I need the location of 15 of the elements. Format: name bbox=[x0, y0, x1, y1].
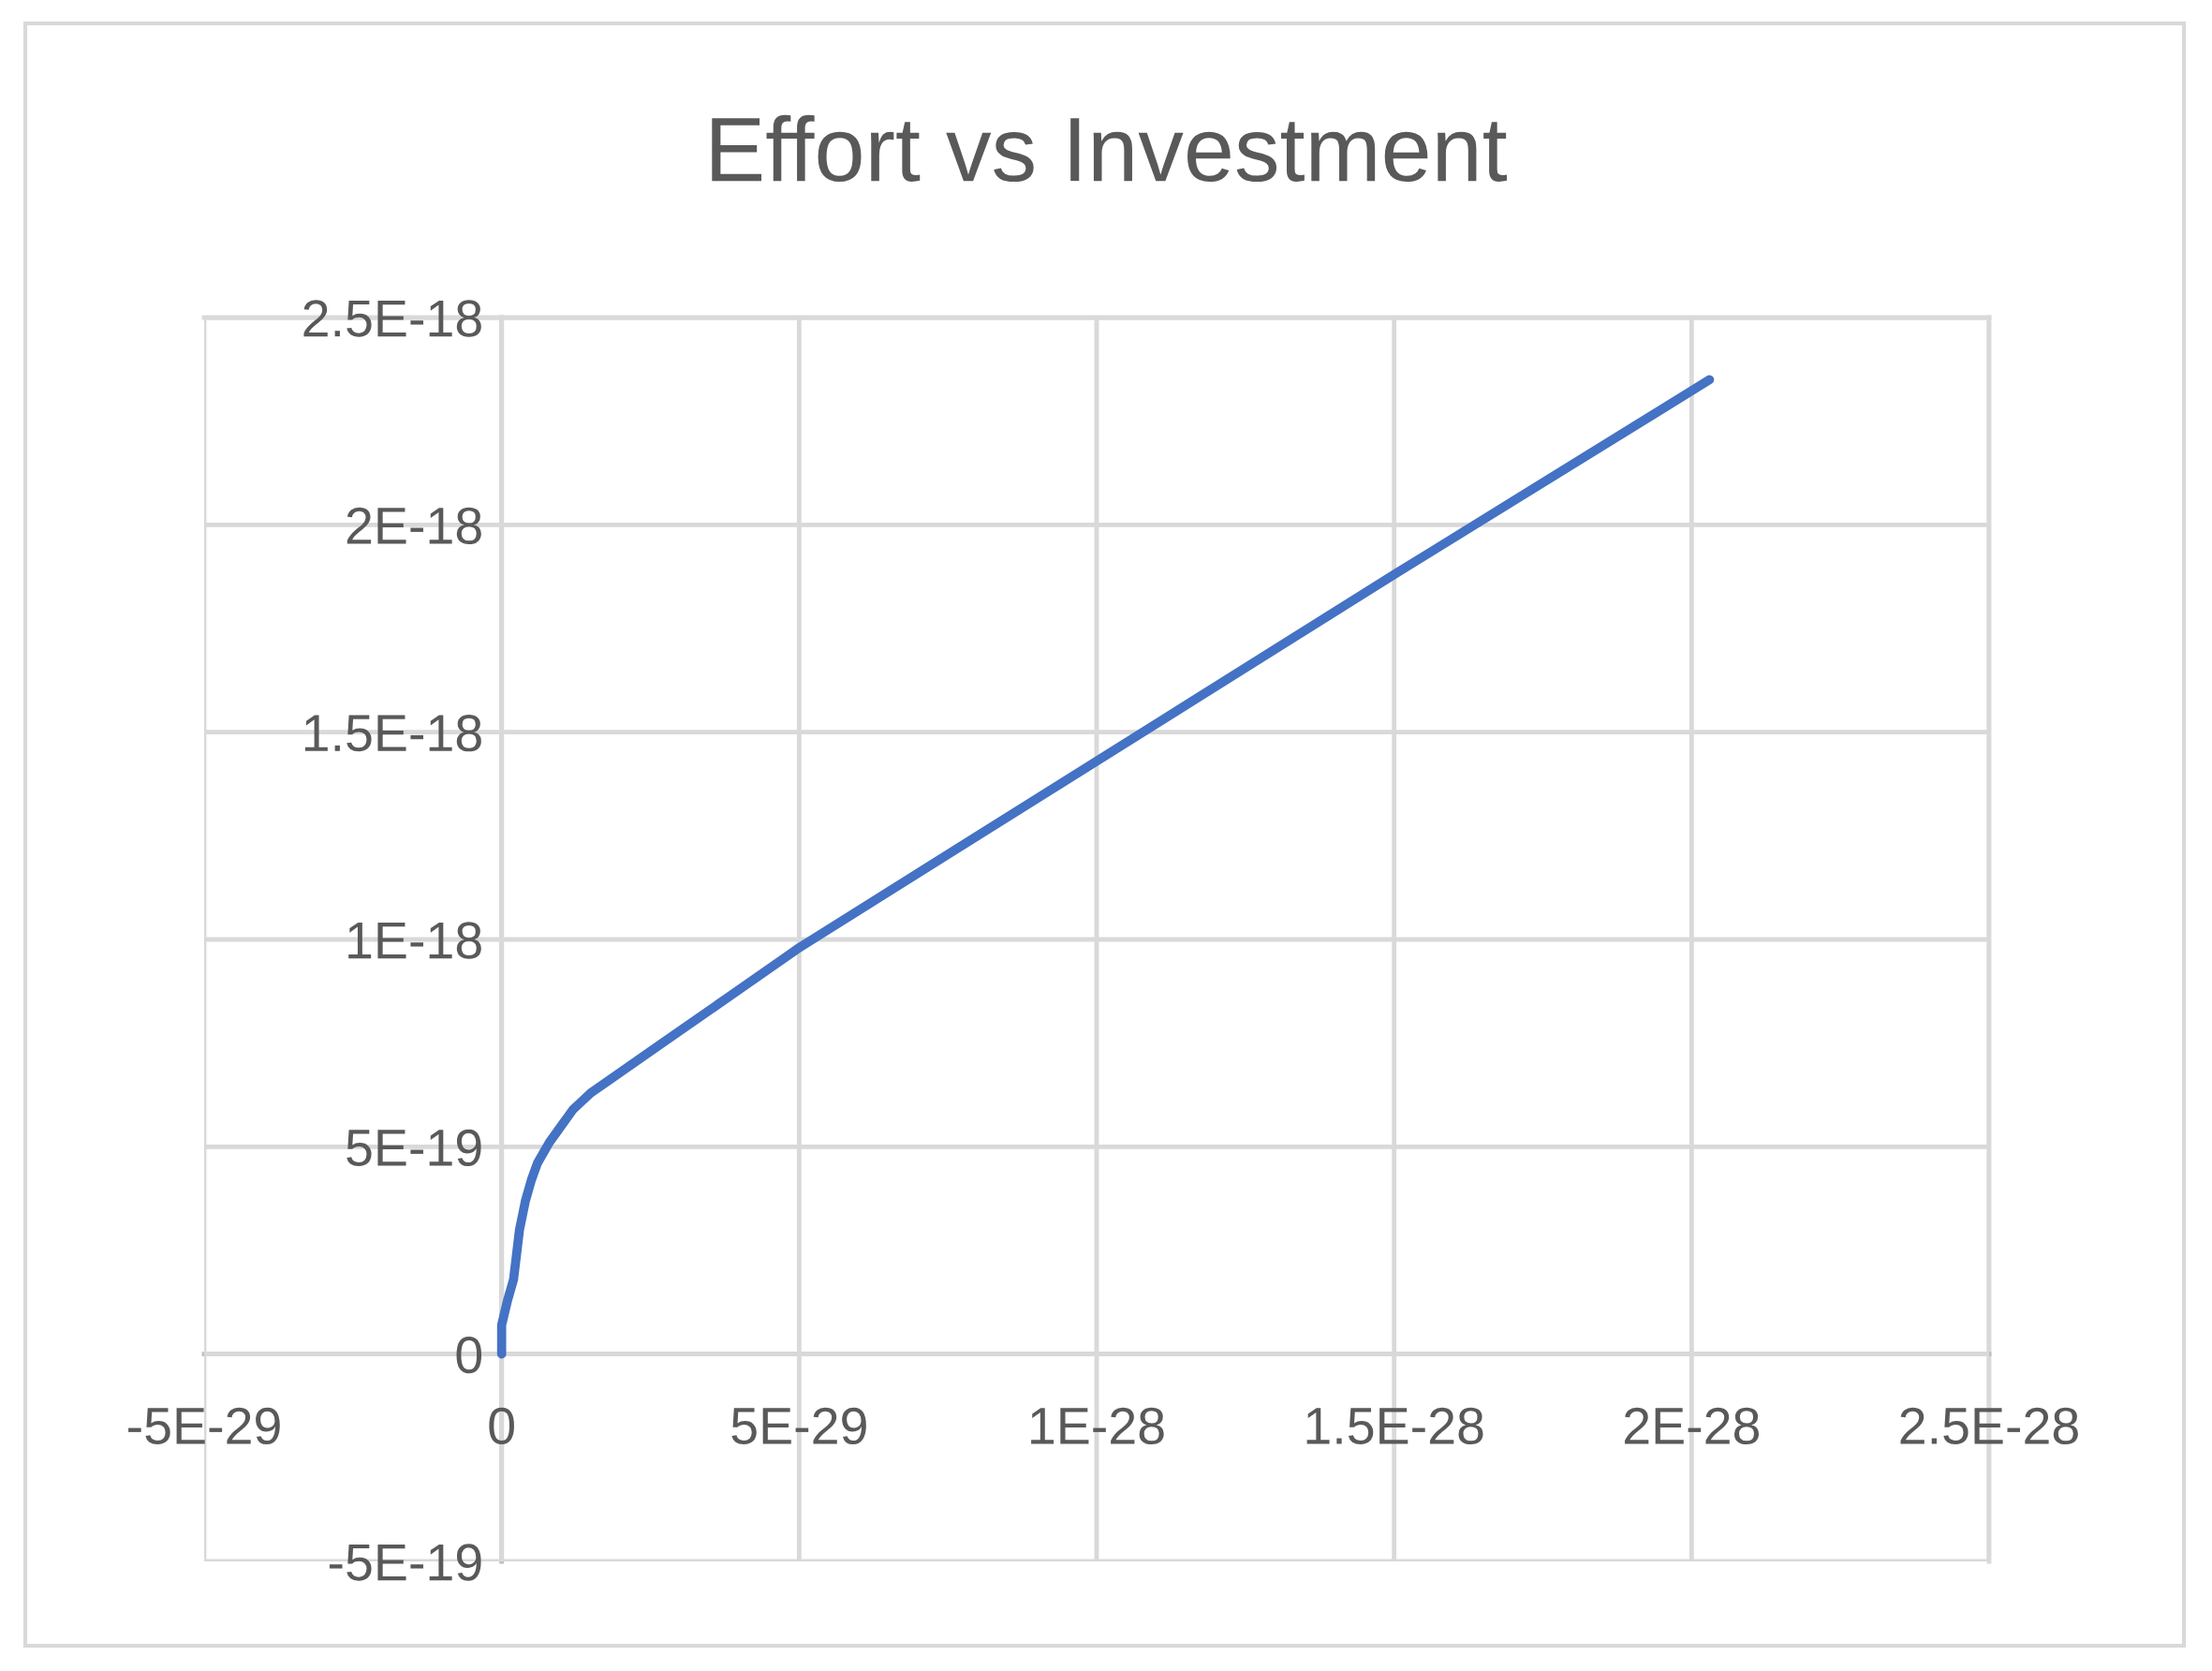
x-tick-label: 1E-28 bbox=[1031, 1407, 1164, 1445]
chart-title: Effort vs Investment bbox=[712, 114, 1508, 183]
x-tick-label: 2E-28 bbox=[1625, 1407, 1760, 1445]
x-tick-label: -5E-29 bbox=[128, 1407, 280, 1445]
y-tick-label: 1.5E-18 bbox=[304, 715, 481, 752]
y-tick-label: 2E-18 bbox=[347, 507, 481, 545]
x-tick-label: 2.5E-28 bbox=[1900, 1407, 2078, 1445]
x-tick-label: 5E-29 bbox=[731, 1407, 866, 1445]
y-tick-label: 5E-19 bbox=[347, 1129, 481, 1167]
y-tick-label: -5E-19 bbox=[329, 1544, 481, 1581]
y-tick-label: 2.5E-18 bbox=[303, 300, 481, 337]
y-tick-label: 1E-18 bbox=[348, 922, 481, 959]
x-tick-label: 0 bbox=[489, 1407, 514, 1445]
y-tick-label: 0 bbox=[456, 1337, 482, 1374]
x-tick-label: 1.5E-28 bbox=[1306, 1407, 1483, 1445]
